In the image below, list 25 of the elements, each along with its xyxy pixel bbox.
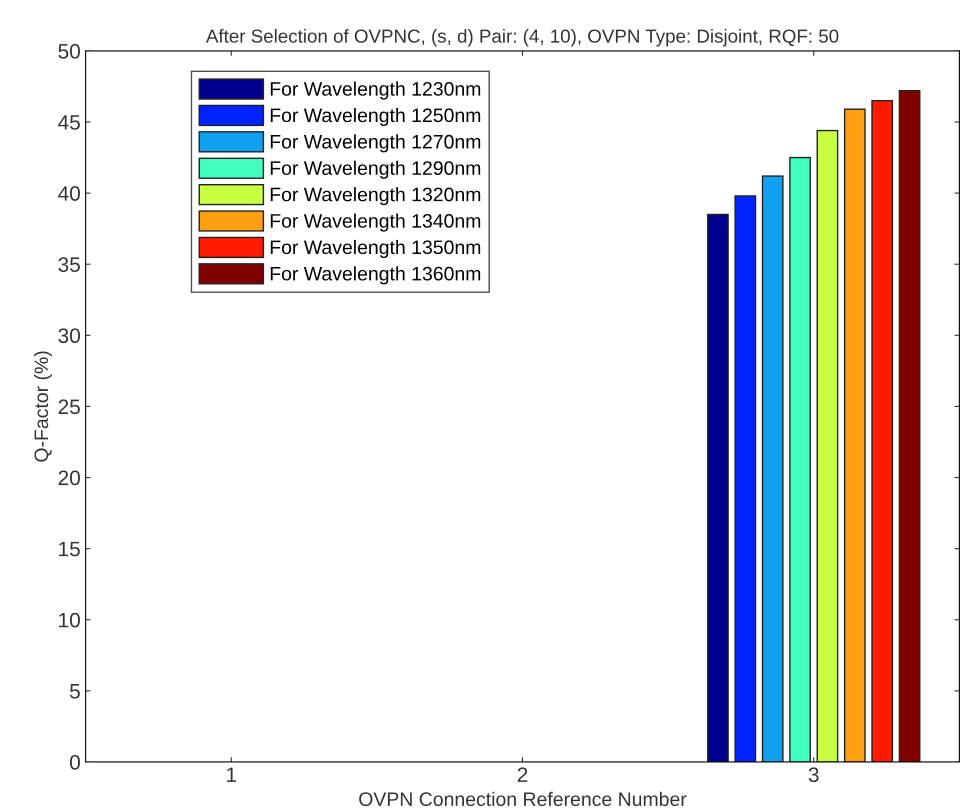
y-tick-label: 45 [58,115,80,130]
x-tick-label: 3 [808,767,819,782]
y-tick-label: 35 [58,257,80,272]
legend-label: For Wavelength 1270nm [270,134,480,152]
x-axis-title: OVPN Connection Reference Number [359,792,686,806]
y-tick-label: 40 [58,186,80,201]
y-tick-label: 20 [58,470,80,486]
legend-label: For Wavelength 1350nm [270,240,480,258]
legend-label: For Wavelength 1360nm [270,266,480,284]
y-tick-label: 25 [58,399,80,414]
legend-label: For Wavelength 1250nm [270,108,480,126]
y-tick-label: 50 [58,44,80,59]
legend-label: For Wavelength 1230nm [270,82,480,100]
y-tick-label: 15 [59,542,80,556]
legend-label: For Wavelength 1340nm [270,213,480,232]
chart-title: After Selection of OVPNC, (s, d) Pair: (4, 10), OVPN Type: Disjoint, RQF: 50 [206,28,838,46]
x-tick-label: 2 [518,767,528,782]
y-tick-label: 10 [59,612,80,628]
legend-label: For Wavelength 1320nm [270,187,480,206]
x-tick-label: 1 [227,768,236,782]
y-tick-label: 0 [70,754,80,770]
y-tick-label: 5 [70,684,80,699]
legend-label: For Wavelength 1290nm [270,160,480,179]
y-axis-title: Q-Factor (%) [34,351,52,462]
y-tick-label: 30 [58,328,80,344]
